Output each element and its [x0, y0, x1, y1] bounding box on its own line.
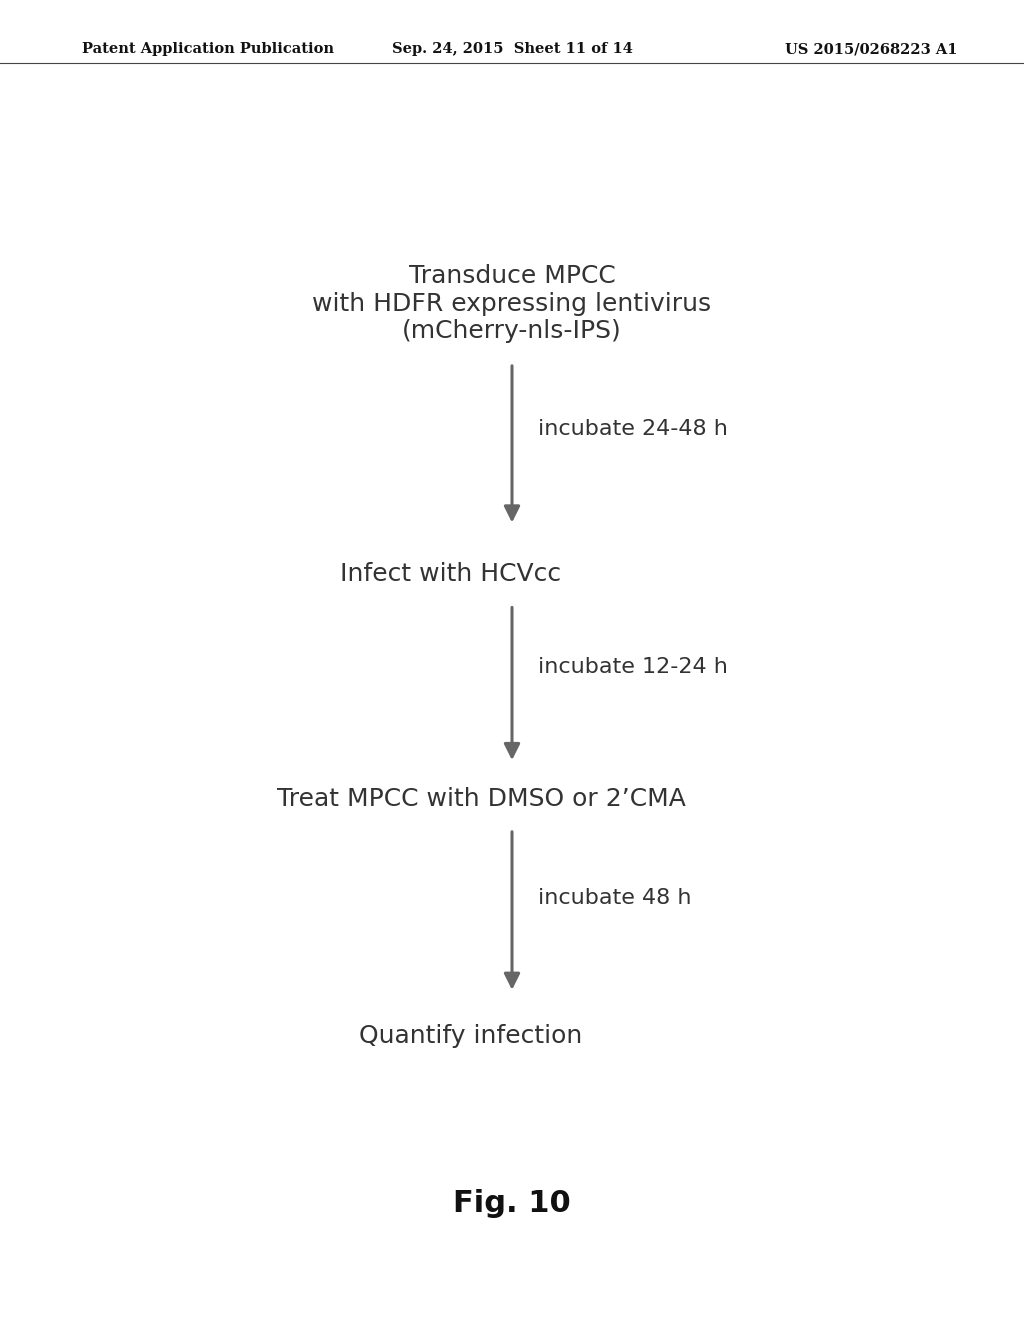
Text: Quantify infection: Quantify infection — [359, 1024, 583, 1048]
Text: incubate 48 h: incubate 48 h — [538, 887, 691, 908]
Text: incubate 24-48 h: incubate 24-48 h — [538, 418, 727, 440]
Text: Patent Application Publication: Patent Application Publication — [82, 42, 334, 57]
Text: Sep. 24, 2015  Sheet 11 of 14: Sep. 24, 2015 Sheet 11 of 14 — [391, 42, 633, 57]
Text: Fig. 10: Fig. 10 — [454, 1189, 570, 1218]
Text: incubate 12-24 h: incubate 12-24 h — [538, 656, 727, 677]
Text: Transduce MPCC
with HDFR expressing lentivirus
(mCherry-nls-IPS): Transduce MPCC with HDFR expressing lent… — [312, 264, 712, 343]
Text: Infect with HCVcc: Infect with HCVcc — [340, 562, 561, 586]
Text: US 2015/0268223 A1: US 2015/0268223 A1 — [785, 42, 957, 57]
Text: Treat MPCC with DMSO or 2’CMA: Treat MPCC with DMSO or 2’CMA — [276, 787, 686, 810]
